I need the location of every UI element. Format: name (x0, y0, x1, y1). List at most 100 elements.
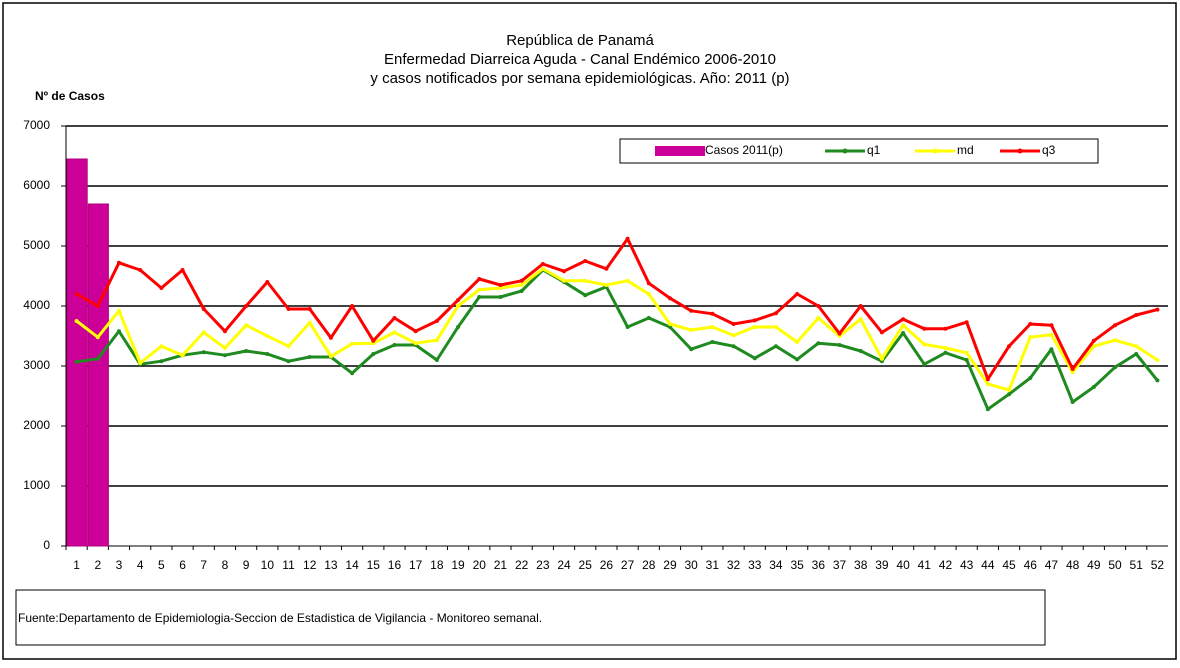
line-marker (138, 361, 143, 365)
line-marker (943, 326, 948, 331)
line-marker (540, 262, 545, 266)
line-marker (159, 286, 164, 290)
line-marker (350, 341, 355, 346)
line-marker (265, 280, 270, 284)
x-tick-label: 14 (345, 558, 359, 572)
line-marker (583, 278, 588, 283)
legend-swatch (842, 148, 848, 154)
x-tick-label: 25 (579, 558, 593, 572)
line-marker (1113, 365, 1118, 370)
line-marker (95, 335, 100, 340)
x-tick-label: 5 (158, 558, 165, 572)
line-marker (286, 307, 291, 311)
x-tick-label: 10 (261, 558, 275, 572)
line-marker (731, 333, 736, 338)
line-marker (1007, 344, 1012, 349)
line-marker (1028, 335, 1033, 340)
legend-swatch (655, 146, 705, 156)
line-marker (519, 278, 524, 283)
x-tick-label: 23 (536, 558, 550, 572)
line-marker (180, 268, 185, 272)
line-marker (307, 307, 312, 311)
line-marker (74, 319, 79, 323)
x-tick-label: 47 (1045, 558, 1059, 572)
line-marker (540, 266, 545, 271)
line-marker (816, 316, 821, 320)
line-marker (667, 322, 672, 326)
line-marker (222, 353, 227, 358)
chart-title: República de Panamá (506, 32, 654, 49)
line-marker (180, 353, 185, 358)
line-marker (138, 268, 143, 272)
line-marker (1134, 344, 1139, 349)
x-tick-label: 38 (854, 558, 868, 572)
legend-label: Casos 2011(p) (705, 143, 783, 157)
line-marker (562, 278, 567, 283)
line-marker (901, 317, 906, 322)
x-tick-label: 51 (1130, 558, 1144, 572)
x-tick-label: 16 (388, 558, 402, 572)
x-tick-label: 6 (179, 558, 186, 572)
line-marker (434, 319, 439, 323)
line-marker (773, 344, 778, 349)
line-marker (710, 311, 715, 316)
x-tick-label: 33 (748, 558, 762, 572)
line-marker (816, 304, 821, 308)
legend-swatch (932, 148, 938, 154)
line-marker (562, 269, 567, 274)
line-marker (1070, 367, 1075, 371)
x-tick-label: 3 (116, 558, 123, 572)
x-tick-label: 1 (73, 558, 80, 572)
x-tick-label: 32 (727, 558, 741, 572)
line-marker (498, 283, 503, 287)
x-tick-label: 52 (1151, 558, 1165, 572)
line-marker (286, 344, 291, 349)
x-tick-label: 36 (812, 558, 826, 572)
line-marker (731, 322, 736, 326)
line-marker (519, 283, 524, 287)
line-marker (95, 356, 100, 361)
line-marker (604, 266, 609, 271)
line-marker (816, 341, 821, 346)
x-tick-label: 34 (769, 558, 783, 572)
line-marker (689, 347, 694, 352)
line-marker (1028, 322, 1033, 326)
line-marker (244, 349, 249, 353)
line-marker (201, 350, 206, 355)
line-marker (879, 330, 884, 335)
legend-swatch (1017, 148, 1023, 154)
line-marker (964, 320, 969, 325)
line-marker (646, 281, 651, 286)
line-marker (456, 298, 461, 302)
line-marker (1070, 400, 1075, 404)
legend-label: q3 (1042, 143, 1056, 157)
line-marker (1049, 332, 1054, 337)
x-tick-label: 13 (324, 558, 338, 572)
x-tick-label: 19 (451, 558, 465, 572)
x-tick-label: 41 (918, 558, 932, 572)
line-marker (477, 295, 482, 299)
line-marker (74, 359, 79, 364)
line-marker (1134, 352, 1139, 356)
line-marker (434, 358, 439, 362)
line-marker (201, 307, 206, 311)
line-marker (625, 278, 630, 283)
x-tick-label: 24 (557, 558, 571, 572)
line-marker (456, 325, 461, 329)
line-marker (773, 325, 778, 329)
line-marker (1007, 392, 1012, 397)
line-marker (625, 236, 630, 241)
line (76, 268, 1159, 411)
line-marker (710, 325, 715, 329)
line-marker (116, 308, 121, 313)
line-marker (604, 283, 609, 287)
line-marker (1049, 347, 1054, 352)
line-marker (985, 382, 990, 386)
line-marker (901, 331, 906, 335)
line-marker (1091, 385, 1096, 389)
x-tick-label: 31 (706, 558, 720, 572)
line-marker (201, 330, 206, 335)
x-tick-label: 8 (222, 558, 229, 572)
line-marker (1113, 338, 1118, 343)
